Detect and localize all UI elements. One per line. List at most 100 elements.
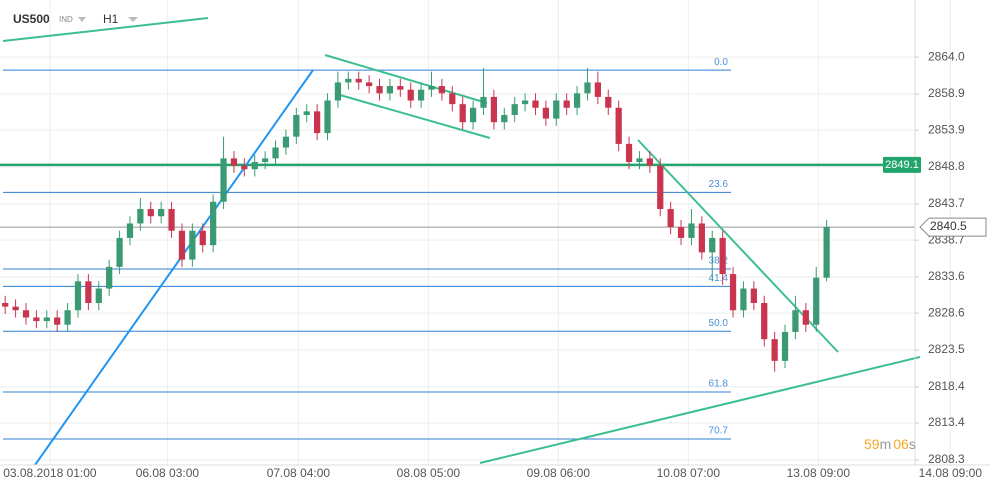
candle-body [230, 158, 238, 166]
candle-body [85, 281, 92, 304]
candle-body [605, 96, 612, 108]
candle-body [761, 303, 768, 340]
channel-line [324, 54, 488, 104]
candle-body [459, 104, 466, 123]
candle-body [802, 310, 809, 325]
candle-body [542, 107, 549, 119]
candle-body [740, 288, 747, 311]
x-tick-label: 07.08 04:00 [267, 466, 331, 480]
x-tick-label: 03.08.2018 01:00 [3, 466, 97, 480]
timer-seconds: 06 [893, 436, 909, 452]
candle-body [781, 331, 789, 361]
candle-body [168, 208, 175, 231]
candle-body [210, 201, 217, 246]
candle-body [397, 86, 404, 90]
candle-body [594, 82, 601, 97]
y-tick-label: 2823.5 [928, 342, 965, 356]
candle-body [178, 230, 186, 260]
x-tick-label: 13.08 09:00 [787, 466, 851, 480]
candle-body [584, 82, 591, 94]
candle-body [158, 208, 165, 217]
candle-body [314, 111, 321, 134]
candle-body [573, 93, 581, 108]
timer-seconds-unit: s [909, 436, 916, 452]
candle-body [719, 237, 726, 275]
candle-body [677, 227, 685, 238]
candle-body [33, 317, 40, 322]
candle-body [469, 107, 477, 123]
candle-body [262, 158, 269, 162]
candle-body [667, 208, 674, 228]
x-tick-label: 10.08 07:00 [657, 466, 721, 480]
candle-body [126, 223, 134, 238]
symbol[interactable]: US500 [13, 12, 50, 26]
y-tick-label: 2828.6 [928, 305, 965, 319]
levels: 0.0 23.6 38.2 41.4 50.0 61.8 70.7 [0, 57, 915, 440]
candle-body [490, 96, 498, 123]
candle-body [324, 100, 331, 134]
fib-label: 61.8 [709, 379, 729, 390]
candle-body [386, 86, 394, 94]
y-tick-label: 2843.7 [928, 196, 965, 210]
timeframe[interactable]: H1 [103, 12, 119, 26]
candle-body [137, 208, 144, 224]
candle-body [563, 100, 570, 108]
fib-label: 23.6 [709, 179, 729, 190]
candle-body [303, 111, 310, 115]
candle-body [792, 310, 799, 332]
fib-label: 50.0 [709, 318, 729, 329]
candle-body [241, 165, 248, 170]
candle-body [345, 78, 352, 83]
candle-body [636, 158, 643, 162]
candle-body [334, 82, 342, 101]
candle-body [54, 317, 61, 325]
candle-body [95, 288, 102, 304]
candle-body [698, 223, 705, 253]
candle-body [480, 96, 487, 108]
y-tick-label: 2808.3 [928, 452, 965, 466]
y-tick-label: 2813.4 [928, 415, 965, 429]
candle-body [688, 223, 695, 238]
candle-body [355, 78, 362, 83]
candle-body [22, 310, 30, 318]
countdown: 59m 06s [864, 436, 916, 452]
level-price-box [883, 156, 921, 173]
candle-body [220, 158, 227, 202]
candle-body [428, 86, 435, 90]
trend-line [479, 356, 921, 464]
last-price-box [919, 217, 987, 237]
candle-body [657, 165, 664, 209]
candle-body [709, 237, 716, 253]
candle-body [553, 100, 560, 119]
dropdown-arrow[interactable] [128, 17, 138, 22]
candle-body [293, 114, 300, 137]
timer-minutes-unit: m [880, 436, 892, 452]
candle-body [189, 230, 196, 260]
y-tick-label: 2858.9 [928, 86, 965, 100]
x-tick-label: 09.08 06:00 [527, 466, 591, 480]
trend-line [2, 17, 209, 42]
candle-body [511, 104, 518, 115]
candle-body [417, 89, 425, 101]
candle-body [729, 274, 737, 311]
fib-label: 0.0 [714, 57, 728, 68]
instrument-type: IND [59, 15, 73, 24]
candle-body [449, 93, 456, 105]
fib-label: 41.4 [709, 273, 729, 284]
candles [2, 67, 830, 372]
candle-body [147, 208, 154, 217]
candle-body [74, 281, 82, 311]
dropdown-arrow[interactable] [78, 17, 86, 22]
candle-body [64, 310, 71, 325]
y-tick-label: 2864.0 [928, 49, 965, 63]
fib-label: 70.7 [709, 426, 729, 437]
candle-body [366, 82, 373, 87]
candle-body [272, 147, 279, 159]
candle-body [438, 86, 446, 94]
y-tick-label: 2848.8 [928, 159, 965, 173]
y-tick-label: 2833.6 [928, 269, 965, 283]
x-tick-label: 08.08 05:00 [397, 466, 461, 480]
candle-body [12, 306, 19, 311]
